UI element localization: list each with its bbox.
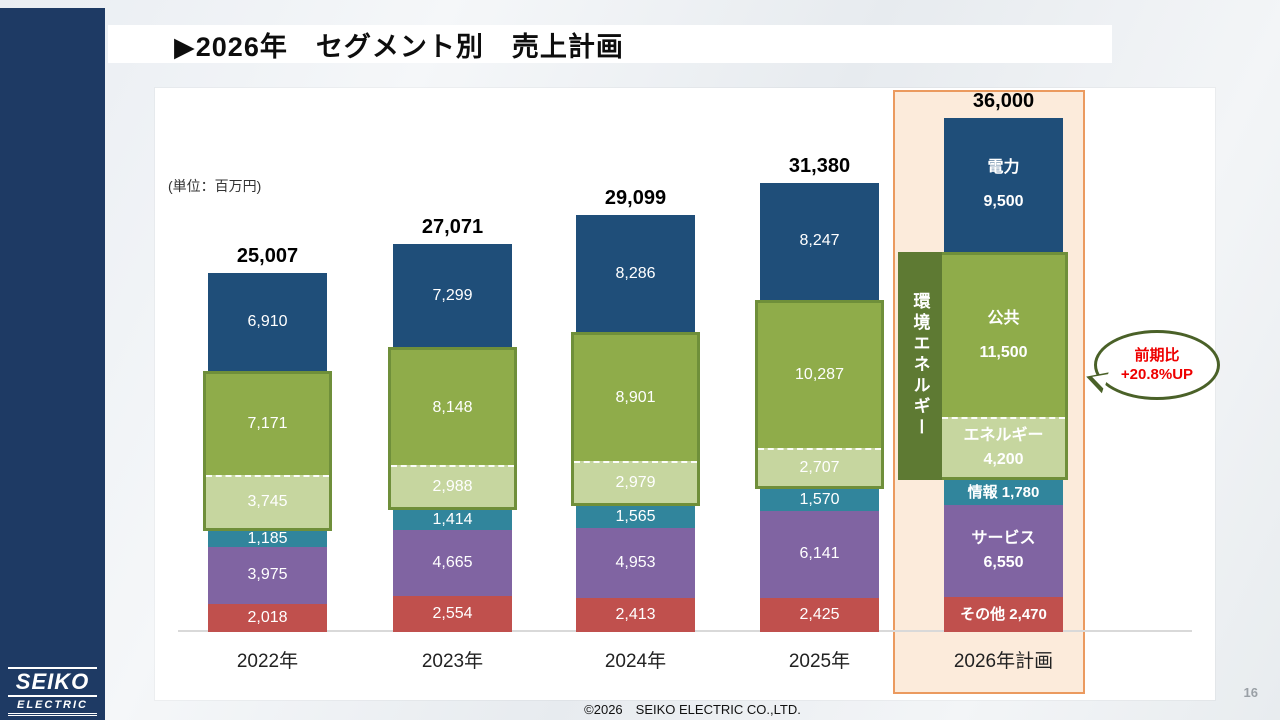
bar-segment: 1,570 [760, 488, 879, 512]
bar-total-label: 25,007 [236, 245, 299, 268]
unit-label: (単位：百万円) [168, 178, 262, 194]
x-axis-label: 2024年 [604, 651, 667, 672]
bar-segment: 6,910 [208, 273, 327, 371]
bar-segment: 2,707 [758, 447, 881, 486]
bar-segment: その他 2,470 [944, 597, 1063, 632]
x-axis-label: 2025年 [788, 651, 851, 672]
bar-segment: 6,141 [760, 511, 879, 598]
bar-segment: 公共 11,500 [942, 255, 1065, 418]
bar-segment: 4,953 [576, 528, 695, 598]
bar-total-label: 27,071 [421, 216, 484, 239]
bar-segment: 2,979 [574, 460, 697, 503]
bar-column: 31,380 8,247 10,287 2,707 1,570 6,141 2,425 [755, 155, 884, 632]
x-axis-label: 2022年 [236, 651, 299, 672]
bar-segment: 4,665 [393, 530, 512, 596]
logo-seiko-text: SEIKO [8, 667, 97, 697]
bar-column: 25,007 6,910 7,171 3,745 1,185 3,975 2,018 [203, 245, 332, 632]
seiko-electric-logo: SEIKO ELECTRIC [0, 667, 105, 716]
bar-segment: 1,565 [576, 505, 695, 529]
bar-segment: 電力 9,500 [944, 118, 1063, 253]
callout-line2: +20.8%UP [1120, 366, 1194, 383]
bar-segment: 1,414 [393, 510, 512, 531]
page-number: 16 [1243, 685, 1258, 700]
env-energy-group-outline: 8,901 2,979 [571, 332, 700, 506]
bar-segment: 1,185 [208, 531, 327, 548]
bar-segment: 8,148 [391, 350, 514, 466]
bar-segment: 8,901 [574, 335, 697, 461]
left-sidebar: SEIKO ELECTRIC [0, 8, 105, 720]
env-energy-group-outline: 10,287 2,707 [755, 299, 884, 489]
bar-segment: エネルギー 4,200 [942, 417, 1065, 477]
bar-segment: 2,554 [393, 595, 512, 632]
bar-total-label: 31,380 [788, 155, 851, 178]
bar-segment: 2,988 [391, 465, 514, 508]
footer-copyright: ©2026 SEIKO ELECTRIC CO.,LTD. [584, 702, 801, 717]
bar-segment: 2,018 [208, 603, 327, 632]
bar-segment: 8,286 [576, 215, 695, 333]
x-axis-label: 2026年計画 [953, 651, 1054, 672]
bar-total-label: 36,000 [972, 90, 1035, 113]
bar-segment: 7,171 [206, 373, 329, 475]
env-energy-group-label: 環境エネルギー [898, 252, 942, 480]
bar-segment: 7,299 [393, 244, 512, 348]
logo-electric-text: ELECTRIC [8, 699, 97, 716]
env-energy-group-outline: 8,148 2,988 [388, 347, 517, 511]
bar-segment: 3,975 [208, 547, 327, 604]
growth-callout-bubble: 前期比 +20.8%UP [1072, 330, 1220, 400]
bar-column: 27,071 7,299 8,148 2,988 1,414 4,665 2,554 [388, 216, 517, 632]
bar-total-label: 29,099 [604, 187, 667, 210]
env-energy-group-outline: 7,171 3,745 [203, 370, 332, 531]
bar-segment: 2,413 [576, 597, 695, 632]
bar-segment: サービス 6,550 [944, 504, 1063, 598]
bar-segment: 2,425 [760, 597, 879, 632]
callout-line1: 前期比 [1134, 346, 1180, 364]
bar-segment: 3,745 [206, 474, 329, 528]
bar-column: 29,099 8,286 8,901 2,979 1,565 4,953 2,413 [571, 187, 700, 632]
bar-segment: 10,287 [758, 302, 881, 448]
bar-segment: 情報 1,780 [944, 479, 1063, 505]
bar-column: 36,000 電力 9,500 環境エネルギー 公共 11,500 エネルギー 4,200 情報… [898, 90, 1068, 632]
page-title: ▶2026年 セグメント別 売上計画 [174, 31, 624, 62]
title-band: ▶2026年 セグメント別 売上計画 [108, 25, 1112, 63]
env-energy-group-outline: 環境エネルギー 公共 11,500 エネルギー 4,200 [898, 252, 1068, 480]
x-axis-label: 2023年 [421, 651, 484, 672]
bar-segment: 8,247 [760, 183, 879, 300]
